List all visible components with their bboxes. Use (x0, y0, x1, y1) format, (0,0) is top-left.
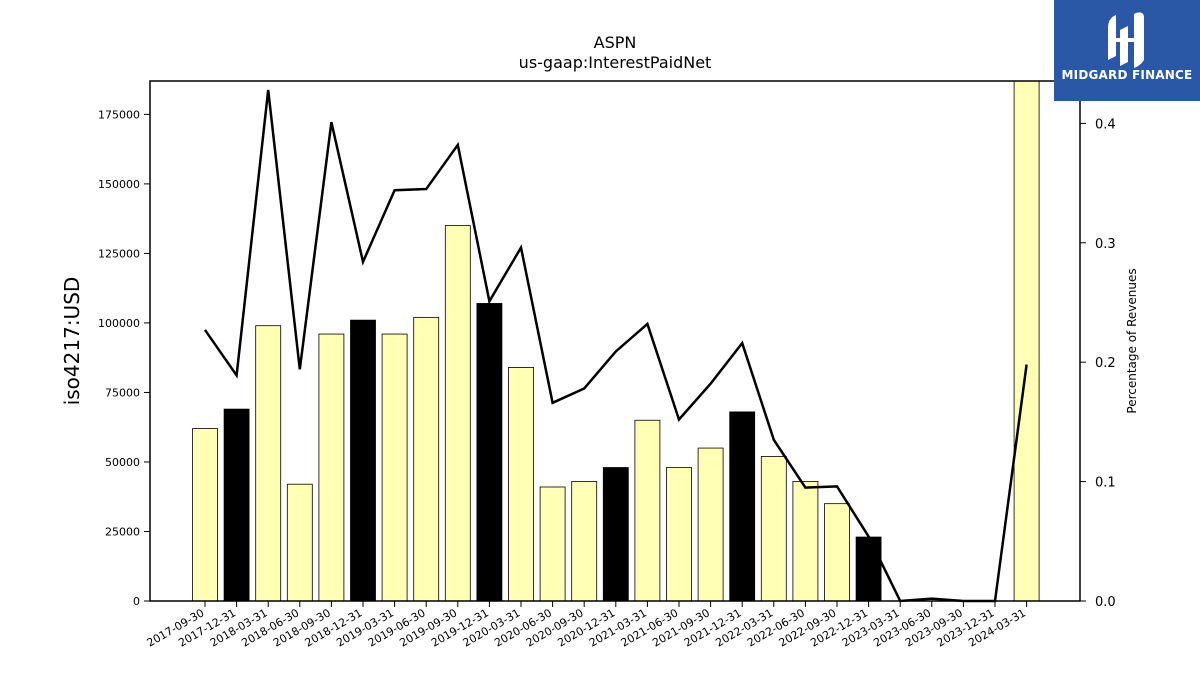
bar (602, 467, 629, 602)
y2-tick-label: 0.1 (1095, 476, 1116, 491)
bar (760, 456, 787, 602)
chart-subtitle: us-gaap:InterestPaidNet (519, 53, 712, 72)
bar (792, 481, 819, 602)
y-tick-label: 25000 (105, 525, 140, 538)
bar (350, 319, 376, 602)
bar (223, 408, 250, 602)
bar (286, 483, 313, 602)
brand-logo: MIDGARD FINANCE (1054, 0, 1200, 101)
y-tick-label: 150000 (98, 178, 140, 191)
y-tick-label: 175000 (98, 108, 140, 121)
y-tick-label: 100000 (98, 317, 140, 330)
y-tick-label: 50000 (105, 456, 140, 469)
bar (634, 419, 661, 602)
y2-tick-label: 0.2 (1095, 356, 1116, 371)
line-series (203, 89, 1028, 603)
y2-tick-label: 0.3 (1095, 237, 1116, 252)
y-tick-label: 75000 (105, 386, 140, 399)
bar (508, 367, 534, 602)
y2-axis-label: Percentage of Revenues (1125, 268, 1139, 413)
bar (666, 467, 692, 602)
bar (476, 303, 503, 602)
bar (824, 503, 850, 602)
plot-area: 0 25000 50000 75000 100000 125000 150000 175000… (98, 80, 1116, 650)
bar (318, 333, 345, 602)
midgard-logo-icon (1108, 12, 1144, 68)
bar (192, 428, 218, 602)
y-tick-label: 125000 (98, 247, 140, 260)
y-tick-label: 0 (133, 595, 140, 608)
bar (539, 486, 566, 602)
brand-name: MIDGARD FINANCE (1061, 68, 1193, 82)
chart-title: ASPN (594, 33, 637, 52)
bar (697, 447, 724, 602)
bar (729, 411, 756, 602)
bar (381, 333, 408, 602)
bar (255, 325, 282, 602)
bar (413, 316, 440, 602)
bar (571, 481, 598, 602)
bar (444, 225, 471, 602)
plot-frame (149, 80, 1081, 602)
y-axis-label: iso4217:USD (60, 277, 84, 406)
bar (855, 536, 882, 602)
y2-tick-label: 0.0 (1095, 595, 1116, 610)
bar (1013, 80, 1040, 602)
y2-tick-label: 0.4 (1095, 117, 1116, 132)
